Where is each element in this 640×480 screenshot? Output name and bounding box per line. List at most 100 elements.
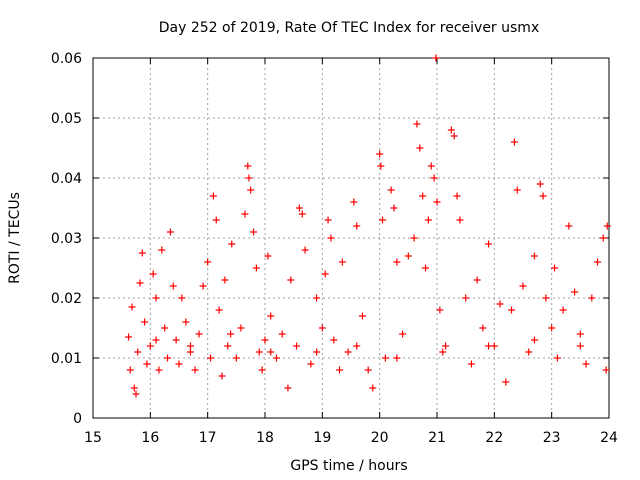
data-point	[324, 216, 332, 224]
x-tick-label: 19	[313, 430, 331, 446]
x-tick-label: 16	[141, 430, 159, 446]
data-point	[261, 336, 269, 344]
data-point	[161, 324, 169, 332]
data-point	[369, 384, 377, 392]
y-tick-label: 0.03	[51, 231, 82, 247]
data-point	[195, 330, 203, 338]
data-point	[353, 342, 361, 350]
data-point	[456, 216, 464, 224]
data-point	[207, 354, 215, 362]
data-point	[588, 294, 596, 302]
x-tick-label: 22	[485, 430, 503, 446]
plot-frame	[92, 57, 610, 419]
data-point	[293, 342, 301, 350]
data-point	[350, 198, 358, 206]
data-point	[209, 192, 217, 200]
data-point	[247, 186, 255, 194]
data-point	[338, 258, 346, 266]
data-point	[228, 240, 236, 248]
data-point	[146, 342, 154, 350]
data-point	[542, 294, 550, 302]
data-point	[393, 258, 401, 266]
data-point	[450, 132, 458, 140]
data-point	[410, 234, 418, 242]
data-point	[559, 306, 567, 314]
data-point	[327, 234, 335, 242]
y-tick-label: 0.01	[51, 351, 82, 367]
data-point	[599, 234, 607, 242]
data-point	[530, 336, 538, 344]
data-point	[241, 210, 249, 218]
data-point	[594, 258, 602, 266]
data-point	[582, 360, 590, 368]
data-point	[126, 366, 134, 374]
data-point	[295, 204, 303, 212]
data-point	[510, 138, 518, 146]
data-point	[245, 174, 253, 182]
data-point	[158, 246, 166, 254]
data-point	[215, 306, 223, 314]
data-point	[313, 294, 321, 302]
x-tick-label: 24	[600, 430, 618, 446]
y-tick-label: 0.04	[51, 171, 82, 187]
data-point	[255, 348, 263, 356]
data-point	[513, 186, 521, 194]
data-point	[318, 324, 326, 332]
data-point	[447, 126, 455, 134]
data-point	[603, 222, 611, 230]
data-point	[416, 144, 424, 152]
data-point	[377, 162, 385, 170]
y-tick-label: 0.05	[51, 111, 82, 127]
data-point	[272, 354, 280, 362]
data-point	[530, 252, 538, 260]
data-point	[287, 276, 295, 284]
data-point	[393, 354, 401, 362]
data-point	[427, 162, 435, 170]
data-point	[576, 342, 584, 350]
data-point	[399, 330, 407, 338]
data-point	[419, 192, 427, 200]
data-points	[125, 54, 611, 398]
data-point	[551, 264, 559, 272]
data-point	[252, 264, 260, 272]
data-point	[413, 120, 421, 128]
data-point	[536, 180, 544, 188]
x-tick-label: 15	[84, 430, 102, 446]
data-point	[258, 366, 266, 374]
data-point	[467, 360, 475, 368]
data-point	[278, 330, 286, 338]
data-point	[462, 294, 470, 302]
data-point	[525, 348, 533, 356]
data-point	[172, 336, 180, 344]
x-tick-label: 21	[428, 430, 446, 446]
data-point	[191, 366, 199, 374]
data-point	[136, 279, 144, 287]
data-point	[267, 348, 275, 356]
data-point	[125, 333, 133, 341]
data-point	[224, 342, 232, 350]
data-point	[358, 312, 366, 320]
data-point	[576, 330, 584, 338]
data-point	[344, 348, 352, 356]
data-point	[212, 216, 220, 224]
data-point	[387, 186, 395, 194]
data-point	[364, 366, 372, 374]
data-point	[571, 288, 579, 296]
data-point	[237, 324, 245, 332]
data-point	[298, 210, 306, 218]
x-tick-label: 20	[371, 430, 389, 446]
data-point	[404, 252, 412, 260]
data-point	[502, 378, 510, 386]
data-point	[218, 372, 226, 380]
data-point	[422, 264, 430, 272]
data-point	[336, 366, 344, 374]
data-point	[442, 342, 450, 350]
data-point	[313, 348, 321, 356]
data-point	[473, 276, 481, 284]
data-point	[221, 276, 229, 284]
data-point	[424, 216, 432, 224]
data-point	[186, 342, 194, 350]
data-point	[508, 306, 516, 314]
data-point	[439, 348, 447, 356]
